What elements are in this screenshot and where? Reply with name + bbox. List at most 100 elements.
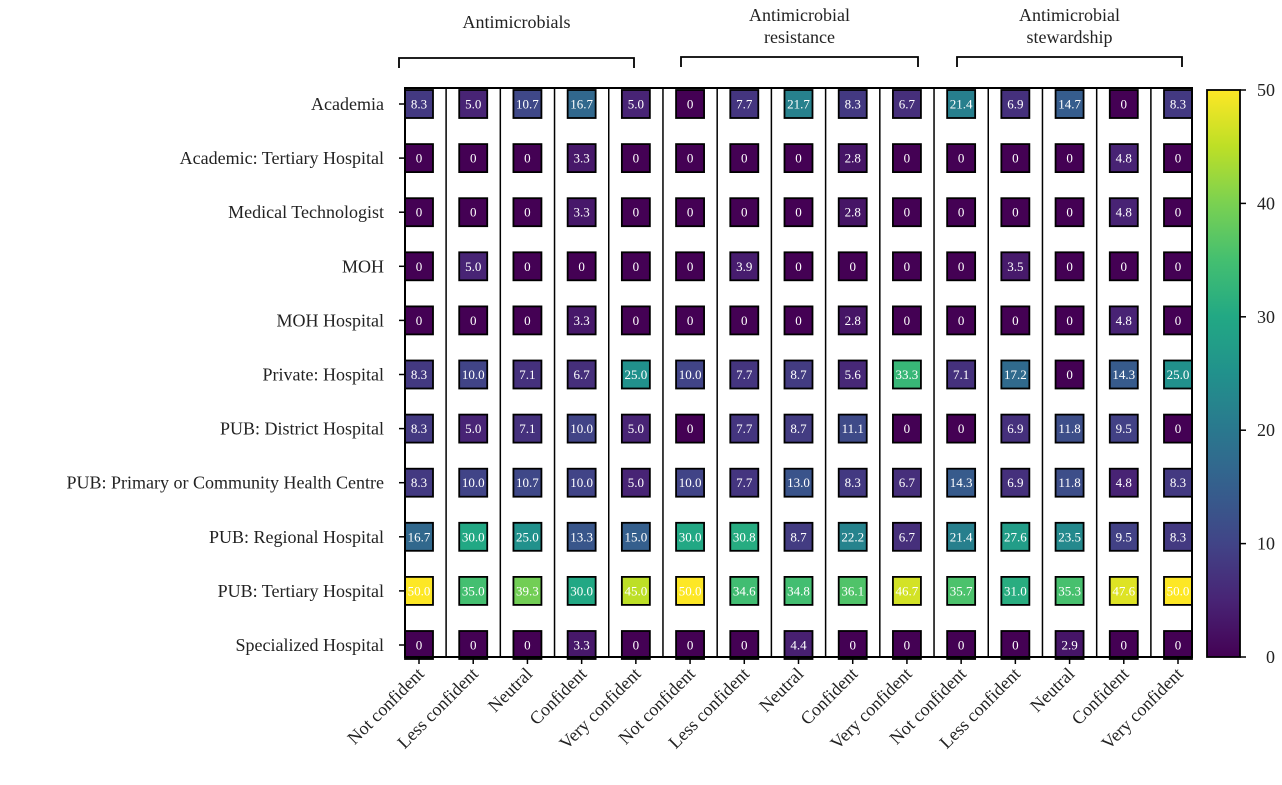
cell-rect <box>1054 359 1085 390</box>
heatmap-cell: 0 <box>783 251 814 282</box>
cell-value: 30.8 <box>733 529 756 544</box>
cell-rect <box>946 89 977 119</box>
cell-value: 10.7 <box>516 97 539 112</box>
cell-value: 0 <box>524 313 531 328</box>
heatmap-cell: 47.6 <box>1108 576 1139 606</box>
y-tick-label: Academic: Tertiary Hospital <box>180 148 384 168</box>
cell-value: 35.3 <box>1058 583 1081 598</box>
cell-value: 3.3 <box>574 151 590 166</box>
cell-rect <box>1108 521 1139 552</box>
heatmap-cell: 50.0 <box>404 576 434 606</box>
cell-rect <box>1000 576 1031 606</box>
cell-value: 7.1 <box>953 367 969 382</box>
cell-rect <box>1054 630 1085 660</box>
cell-value: 21.7 <box>787 97 810 112</box>
heatmap-cell: 0 <box>404 143 434 174</box>
cell-rect <box>566 413 597 444</box>
cell-value: 0 <box>741 313 748 328</box>
cell-rect <box>566 630 597 660</box>
cell-rect <box>1054 143 1085 174</box>
cell-rect <box>1108 576 1139 606</box>
cell-value: 0 <box>741 151 748 166</box>
cell-value: 16.7 <box>408 529 431 544</box>
cell-value: 0 <box>1175 421 1182 436</box>
heatmap-cell: 0 <box>892 143 922 174</box>
cell-rect <box>837 630 868 660</box>
cell-value: 0 <box>904 259 911 274</box>
y-tick-label: Private: Hospital <box>263 365 384 385</box>
cell-rect <box>566 89 597 119</box>
cell-value: 2.8 <box>845 151 861 166</box>
colorbar-tick-label: 50 <box>1257 80 1275 100</box>
colorbar-tick-label: 0 <box>1266 647 1275 667</box>
heatmap-cell: 30.0 <box>566 576 597 606</box>
cell-value: 50.0 <box>679 583 702 598</box>
heatmap-cell: 6.7 <box>566 359 597 390</box>
cell-rect <box>620 359 651 390</box>
heatmap-cell: 0 <box>675 89 705 119</box>
cell-rect <box>675 576 705 606</box>
cell-rect <box>1000 413 1031 444</box>
y-tick-label: Medical Technologist <box>228 202 384 222</box>
heatmap-cell: 0 <box>1000 143 1031 174</box>
heatmap-cell: 0 <box>512 143 543 174</box>
cell-value: 10.0 <box>462 367 485 382</box>
cell-value: 35.7 <box>950 583 973 598</box>
cell-rect <box>675 630 705 660</box>
heatmap-cell: 0 <box>404 251 434 282</box>
cell-rect <box>620 197 651 228</box>
cell-value: 10.0 <box>570 475 593 490</box>
cell-value: 0 <box>1175 205 1182 220</box>
heatmap-cell: 0 <box>1000 630 1031 660</box>
heatmap-cell: 5.0 <box>620 89 651 119</box>
heatmap-cell: 5.0 <box>620 413 651 444</box>
cell-value: 14.7 <box>1058 97 1081 112</box>
cell-rect <box>729 197 760 228</box>
heatmap-cell: 7.7 <box>729 89 760 119</box>
heatmap-cell: 8.3 <box>1163 467 1193 498</box>
cell-rect <box>1108 305 1139 336</box>
cell-rect <box>566 251 597 282</box>
heatmap-cell: 46.7 <box>892 576 922 606</box>
group-label: Antimicrobials <box>463 12 571 32</box>
heatmap-cell: 14.7 <box>1054 89 1085 119</box>
cell-rect <box>783 197 814 228</box>
cell-value: 0 <box>1012 638 1019 653</box>
cell-value: 0 <box>687 97 694 112</box>
heatmap-cell: 0 <box>620 197 651 228</box>
heatmap-cell: 8.3 <box>837 467 868 498</box>
heatmap-cell: 0 <box>458 143 489 174</box>
heatmap-cell: 30.0 <box>675 521 705 552</box>
cell-value: 47.6 <box>1112 583 1135 598</box>
cell-rect <box>837 143 868 174</box>
cell-value: 10.7 <box>516 475 539 490</box>
cell-value: 10.0 <box>570 421 593 436</box>
heatmap-cell: 3.9 <box>729 251 760 282</box>
cell-rect <box>620 251 651 282</box>
heatmap-cell: 4.8 <box>1108 305 1139 336</box>
cell-rect <box>837 413 868 444</box>
cell-rect <box>1054 467 1085 498</box>
heatmap-cell: 0 <box>729 143 760 174</box>
cell-value: 8.3 <box>1170 97 1186 112</box>
heatmap-cell: 0 <box>1054 305 1085 336</box>
heatmap-cell: 11.8 <box>1054 467 1085 498</box>
cell-rect <box>458 251 489 282</box>
cell-rect <box>1000 359 1031 390</box>
heatmap-cell: 5.0 <box>458 89 489 119</box>
group-bracket <box>680 56 919 67</box>
heatmap-cell: 8.3 <box>1163 521 1193 552</box>
cell-rect <box>837 251 868 282</box>
cell-rect <box>458 413 489 444</box>
x-tick-label: Neutral <box>755 664 807 716</box>
cell-rect <box>1163 359 1193 390</box>
cell-rect <box>729 305 760 336</box>
group-bracket <box>398 57 635 68</box>
cell-value: 7.1 <box>519 367 535 382</box>
cell-rect <box>512 413 543 444</box>
cell-rect <box>1163 197 1193 228</box>
cell-rect <box>729 576 760 606</box>
cell-rect <box>620 89 651 119</box>
heatmap-cell: 0 <box>1054 197 1085 228</box>
